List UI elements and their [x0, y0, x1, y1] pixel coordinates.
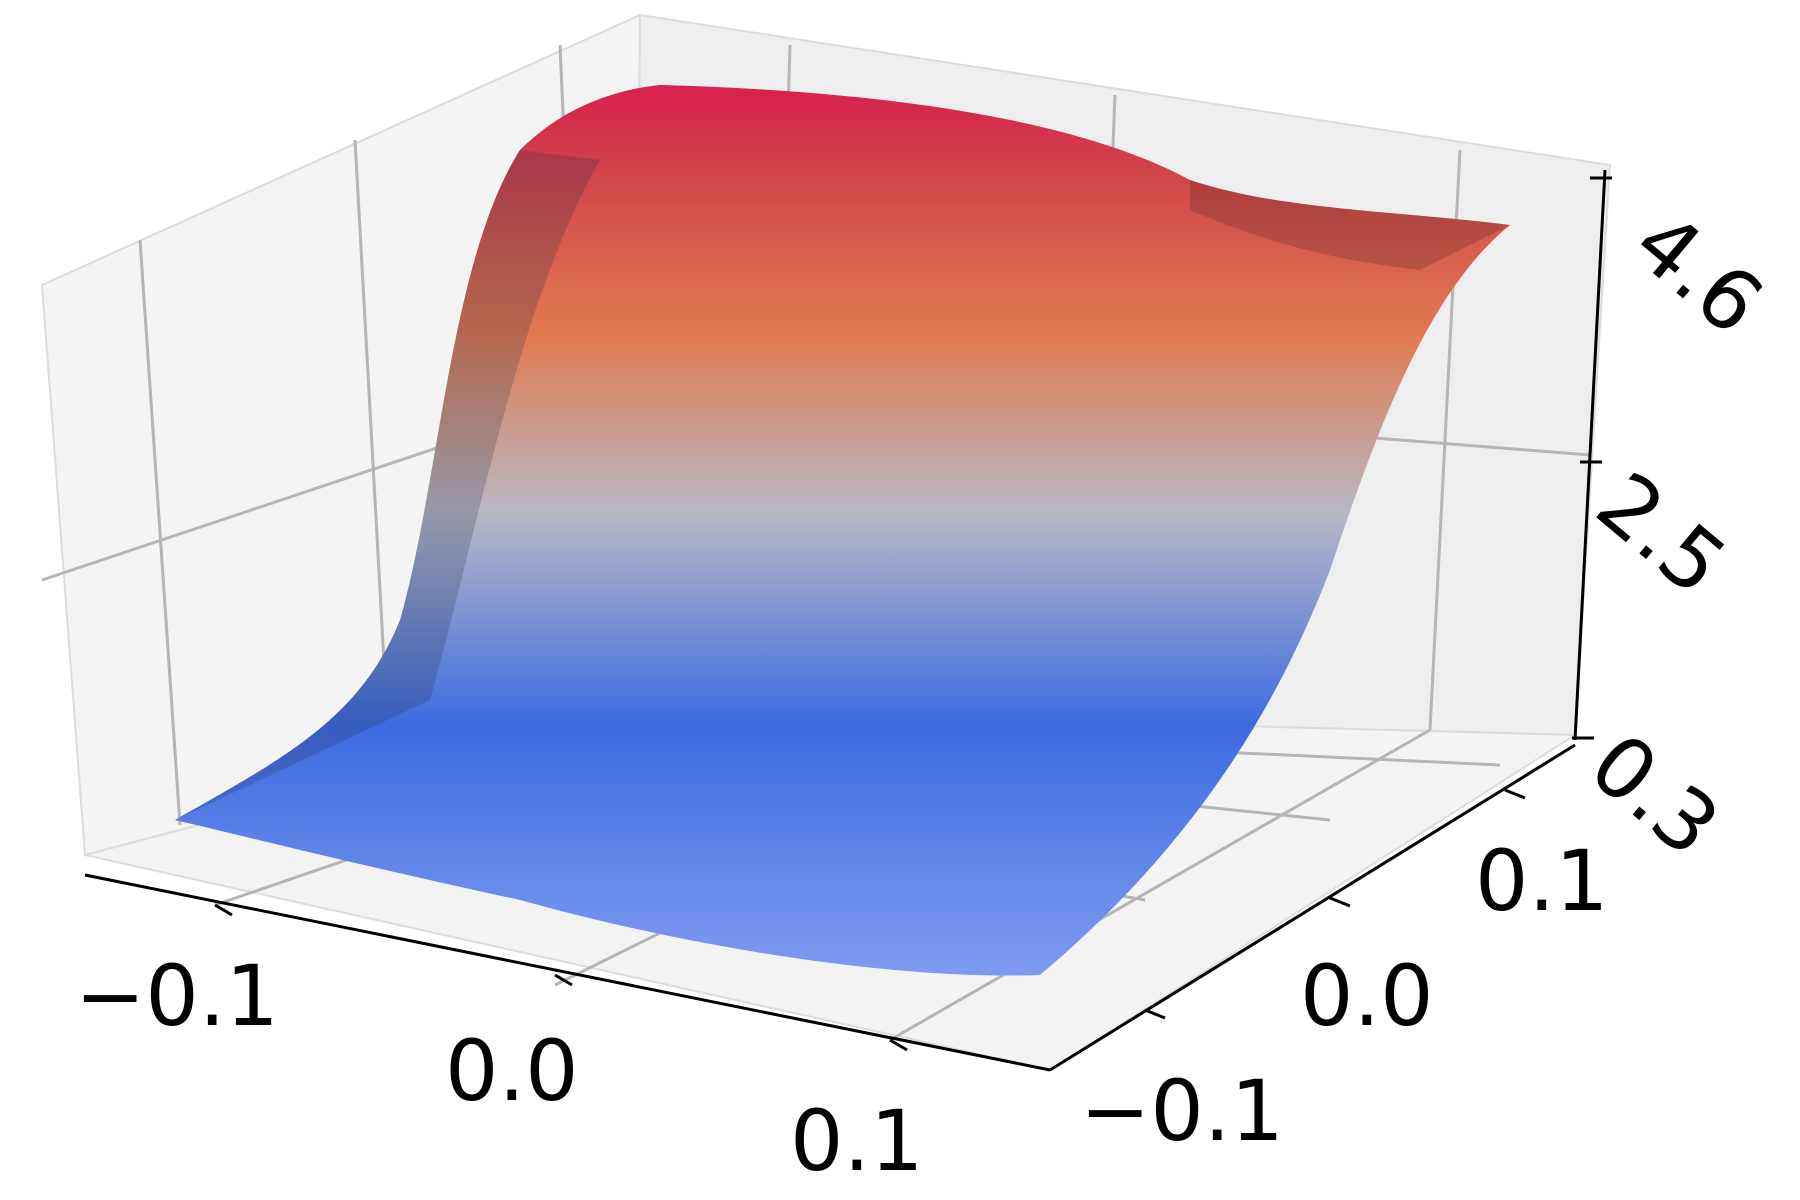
x-tick-label: −0.1	[75, 947, 279, 1045]
z-tick-label: 2.5	[1579, 453, 1744, 614]
y-tick-label: 0.1	[1475, 832, 1609, 930]
surface	[175, 85, 1510, 976]
z-tick-label: 4.6	[1616, 193, 1781, 354]
axes	[84, 169, 1607, 1072]
y-tick-label: −0.1	[1080, 1062, 1284, 1160]
surface-shading	[175, 150, 1510, 820]
y-tick-label: 0.0	[1300, 947, 1434, 1045]
tick-marks	[214, 176, 1612, 1052]
x-tick-label: 0.0	[445, 1022, 579, 1120]
x-tick-label: 0.1	[790, 1092, 924, 1190]
